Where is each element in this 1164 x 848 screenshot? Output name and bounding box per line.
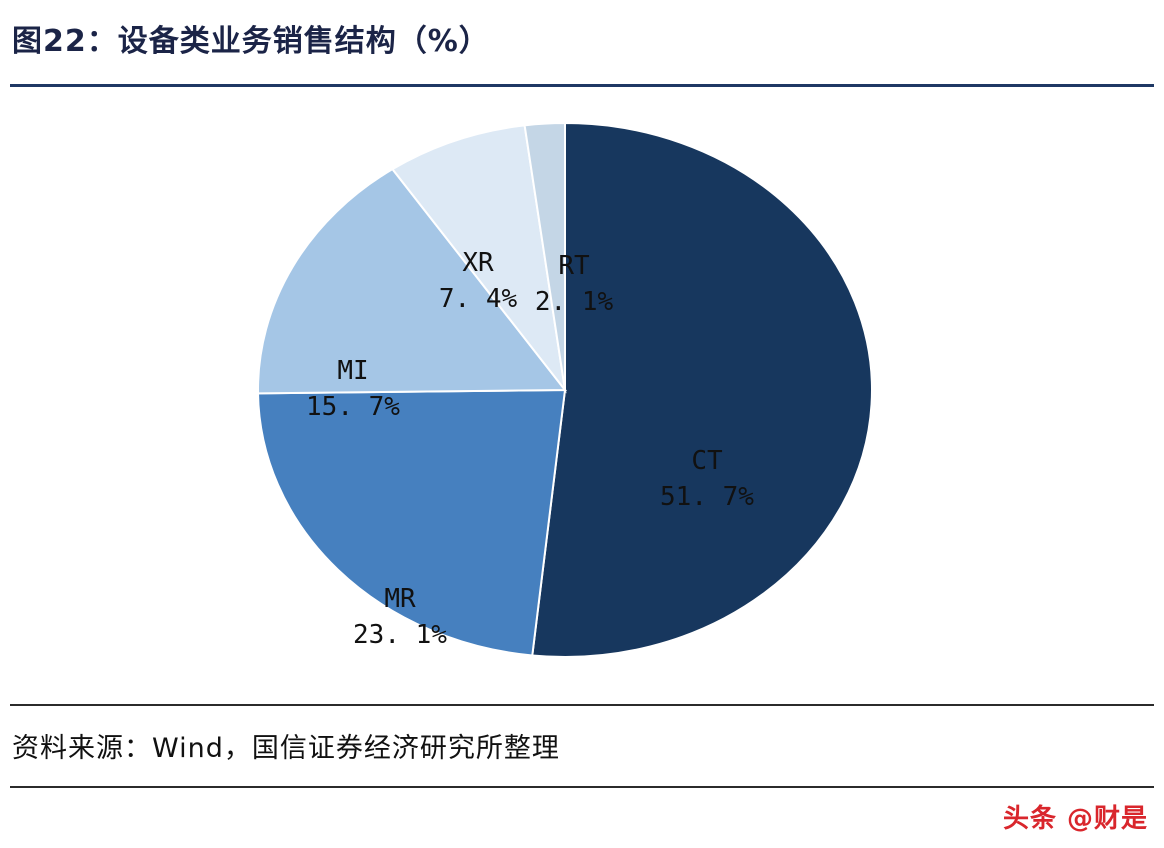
pie-slice-ct [531,121,873,658]
slice-name: XR [462,248,494,278]
watermark-text: 头条 @财是 [1002,804,1148,834]
pie-slice-xr [390,124,567,394]
slice-percent: 2. 1% [534,287,614,317]
pie-slice-mr [257,388,567,657]
title-divider [10,84,1154,87]
source-text: 资料来源：Wind，国信证券经济研究所整理 [12,733,560,764]
slice-percent: 7. 4% [438,284,518,314]
pie-label-xr: XR 7. 4% [388,245,568,317]
slice-name: RT [558,251,590,281]
pie-label-rt: RT 2. 1% [484,248,664,320]
slice-name: MI [337,356,369,386]
slice-name: MR [384,584,416,614]
pie-chart: CT 51. 7% MR 23. 1% MI 15. 7% XR 7. 4% R… [0,95,1164,705]
source-divider-bottom [10,786,1154,788]
pie-svg [257,121,873,658]
slice-name: CT [691,446,723,476]
slice-percent: 15. 7% [306,392,400,422]
pie-slice-rt [523,121,566,391]
pie-label-ct: CT 51. 7% [617,443,797,515]
slice-percent: 23. 1% [353,620,447,650]
pie-slice-mi [257,167,568,395]
slice-percent: 51. 7% [660,482,754,512]
pie-label-mi: MI 15. 7% [263,353,443,425]
pie-label-mr: MR 23. 1% [310,581,490,653]
source-divider-top [10,704,1154,706]
figure-title: 图22：设备类业务销售结构（%） [12,24,490,59]
